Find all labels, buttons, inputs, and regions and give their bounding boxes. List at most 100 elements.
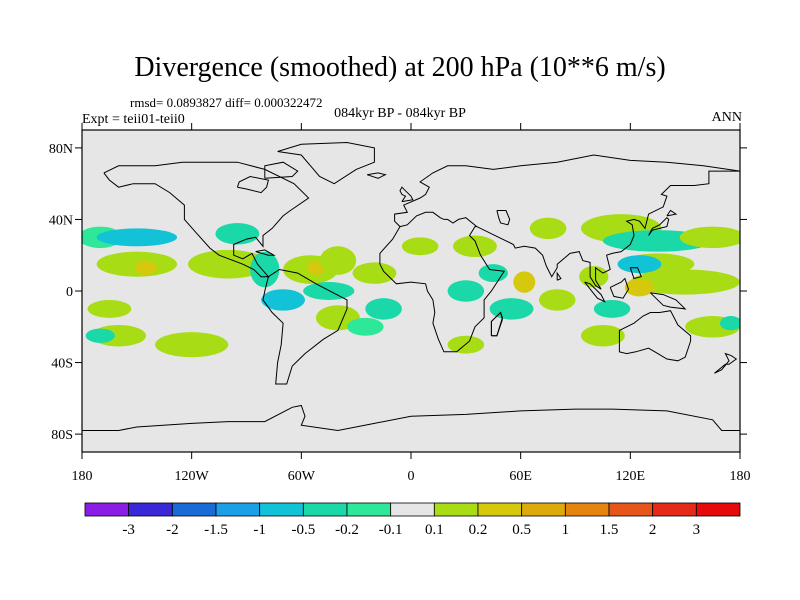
- divergence-region-32: [679, 226, 740, 249]
- colorbar-label: 1: [562, 522, 570, 538]
- coastline-indonesia-borneo: [609, 277, 630, 299]
- divergence-region-4: [188, 249, 269, 279]
- x-tick-label: 120E: [616, 469, 646, 484]
- season-label: ANN: [711, 110, 742, 125]
- coastline-mediterranean-north: [399, 211, 478, 228]
- colorbar-swatch: [652, 502, 697, 517]
- coastline-baffin: [264, 161, 299, 179]
- colorbar-label: 1.5: [600, 522, 619, 538]
- colorbar-label: -0.2: [335, 522, 359, 538]
- divergence-region-34: [617, 255, 662, 274]
- colorbar-swatch: [564, 502, 610, 517]
- divergence-region-11: [319, 246, 357, 275]
- x-tick-label: 120W: [175, 469, 210, 484]
- divergence-region-21: [447, 280, 485, 302]
- coastline-new-guinea: [650, 292, 687, 310]
- divergence-region-39: [719, 316, 740, 331]
- divergence-region-25: [513, 271, 536, 293]
- coastline-africa-asia-south: [379, 170, 740, 353]
- period-label: 084kyr BP - 084kyr BP: [334, 106, 466, 121]
- colorbar-label: -1: [253, 522, 266, 538]
- x-tick-label: 180: [72, 469, 93, 484]
- divergence-region-3: [135, 260, 157, 275]
- divergence-region-12: [352, 262, 397, 284]
- colorbar-swatch: [346, 502, 392, 517]
- colorbar-label: 0.5: [512, 522, 531, 538]
- colorbar-label: -0.5: [291, 522, 315, 538]
- coastline-uk: [399, 186, 414, 203]
- divergence-region-35: [630, 269, 740, 295]
- colorbar-swatch: [302, 502, 348, 517]
- coastline-australia: [618, 310, 692, 362]
- x-axis: 180 120W 60W 0 60E 120E 180: [72, 123, 751, 484]
- x-tick-label: 180: [730, 469, 751, 484]
- y-tick-label: 40N: [49, 213, 73, 228]
- colorbar-swatch: [390, 502, 435, 517]
- divergence-region-6: [250, 251, 280, 288]
- colorbar-swatch: [128, 502, 173, 517]
- colorbar-swatch: [84, 502, 130, 517]
- y-tick-label: 0: [66, 285, 73, 300]
- coastline-iceland: [366, 172, 387, 179]
- divergence-region-10: [303, 282, 355, 300]
- coastline-greenland: [277, 141, 375, 185]
- divergence-region-40: [579, 265, 609, 288]
- divergence-region-19: [155, 332, 229, 358]
- coastlines: [82, 141, 740, 432]
- divergence-region-20: [401, 237, 439, 256]
- colorbar-swatch: [215, 502, 261, 517]
- colorbar-label: -2: [166, 522, 179, 538]
- x-tick-label: 60E: [509, 469, 532, 484]
- colorbar-swatch: [433, 502, 479, 517]
- colorbar-label: -1.5: [204, 522, 228, 538]
- divergence-region-36: [624, 278, 655, 297]
- colorbar-swatch: [608, 502, 654, 517]
- divergence-region-13: [365, 298, 402, 320]
- colorbar-label: -3: [122, 522, 135, 538]
- y-tick-label: 40S: [51, 357, 73, 372]
- coastline-philippines: [629, 267, 642, 280]
- colorbar: -3 -2 -1.5 -1 -0.5 -0.2 -0.1 0.1 0.2 0.5 1 1.5 2 3: [84, 502, 741, 538]
- colorbar-swatch: [259, 502, 304, 517]
- divergence-region-37: [593, 299, 631, 318]
- coastline-new-zealand: [714, 352, 738, 374]
- colorbar-swatch: [477, 502, 523, 517]
- y-tick-label: 80N: [49, 142, 73, 157]
- divergence-fill-regions: [82, 214, 740, 358]
- y-axis: 80N 40N 0 40S 80S: [49, 142, 747, 443]
- colorbar-swatch: [171, 502, 217, 517]
- y-tick-label: 80S: [51, 428, 73, 443]
- colorbar-swatch: [521, 502, 566, 517]
- coastline-caspian: [496, 210, 511, 226]
- colorbar-label: 3: [693, 522, 701, 538]
- colorbar-label: -0.1: [379, 522, 403, 538]
- coastline-africa-eurasia: [379, 154, 740, 265]
- x-tick-label: 60W: [288, 469, 316, 484]
- coastline-cuba: [255, 249, 276, 256]
- colorbar-label: 0.2: [469, 522, 488, 538]
- divergence-region-5: [215, 223, 260, 245]
- coastline-sumatra: [584, 281, 606, 303]
- divergence-region-15: [347, 317, 384, 336]
- divergence-region-9: [261, 289, 305, 311]
- colorbar-label: 2: [649, 522, 657, 538]
- divergence-region-28: [580, 324, 625, 347]
- coastline-hudson-bay: [236, 175, 270, 194]
- divergence-region-22: [453, 235, 497, 258]
- coastline-madagascar: [490, 311, 503, 337]
- coastline-north-america: [103, 161, 310, 278]
- coastline-south-america: [262, 268, 348, 385]
- colorbar-swatch: [695, 502, 741, 517]
- coastline-antarctica: [82, 404, 740, 432]
- coastline-japan: [648, 217, 670, 236]
- divergence-region-1: [96, 228, 178, 247]
- x-tick-label: 0: [408, 469, 415, 484]
- experiment-label: Expt = teii01-teii0: [82, 112, 185, 127]
- divergence-region-18: [85, 328, 115, 343]
- coastline-sri-lanka: [556, 271, 562, 281]
- chart-title: Divergence (smoothed) at 200 hPa (10**6 …: [134, 52, 666, 83]
- divergence-region-27: [538, 289, 576, 311]
- divergence-region-29: [529, 217, 567, 240]
- divergence-region-16: [87, 299, 132, 318]
